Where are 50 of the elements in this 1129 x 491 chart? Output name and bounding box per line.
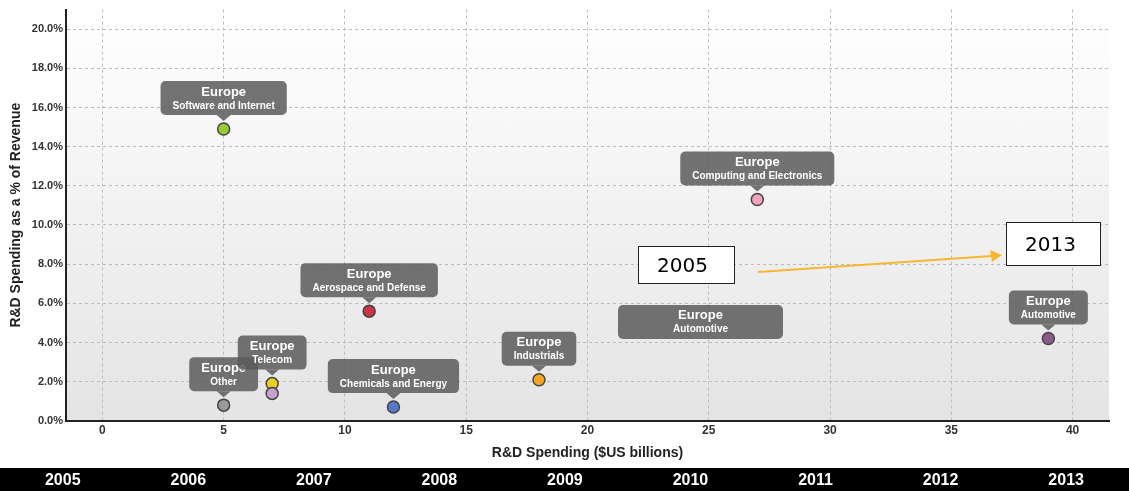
y-tick-label: 4.0% [37,335,64,348]
y-tick-label: 8.0% [37,257,64,270]
y-tick-label: 0.0% [37,413,64,426]
x-tick-label: 0 [99,423,107,438]
annotation: Europe Chemicals and Energy [339,361,448,389]
text: 2013 [1048,470,1084,489]
text: 2010 [672,470,709,489]
annotation: Europe Automotive [1020,293,1077,321]
y-axis-title: R&D Spending as a % of Revenue [7,102,24,328]
text: 2005 [44,470,81,489]
text: 2007 [296,470,332,489]
y-tick-label: 20.0% [31,22,64,35]
y-tick-label: 16.0% [31,100,64,113]
point [750,192,765,207]
tooltip-box: Europe Automotive [618,305,783,339]
x-tick-label: 10 [338,423,352,438]
annotation: Europe Industrials [513,334,565,362]
point [386,400,401,414]
x-tick-label: 30 [823,423,838,438]
y-tick-label: 10.0% [31,218,64,231]
annotation: Europe Telecom [249,338,295,366]
annotation: 2005 [638,246,735,284]
x-tick-label: 20 [580,423,595,438]
text: 2011 [798,470,833,489]
y-tick-label: 2.0% [37,374,64,387]
point [216,122,231,136]
annotation: 2013 [1006,222,1101,266]
annotation: Europe Computing and Electronics [692,154,823,182]
point [532,372,546,387]
point [216,398,231,412]
x-tick-label: 5 [220,423,228,438]
point [1041,331,1056,346]
annotation: Europe Other [201,359,247,387]
annotation: Europe Software and Internet [172,83,276,111]
x-tick-label: 35 [944,423,959,438]
text: 2008 [421,470,458,489]
x-axis-title: R&D Spending ($US billions) [491,444,684,461]
y-tick-label: 18.0% [31,61,64,74]
y-tick-label: 14.0% [31,139,64,152]
x-tick-label: 40 [1065,423,1080,438]
text: 2006 [170,470,207,489]
y-tick-label: 6.0% [37,296,64,309]
x-tick-label: 25 [702,423,716,438]
text: 2012 [922,470,959,489]
text: 2009 [547,470,583,489]
annotation: Europe Aerospace and Defense [312,265,427,293]
point [362,304,376,318]
y-tick-label: 12.0% [31,178,64,191]
point [265,386,279,401]
x-tick-label: 15 [459,423,474,438]
